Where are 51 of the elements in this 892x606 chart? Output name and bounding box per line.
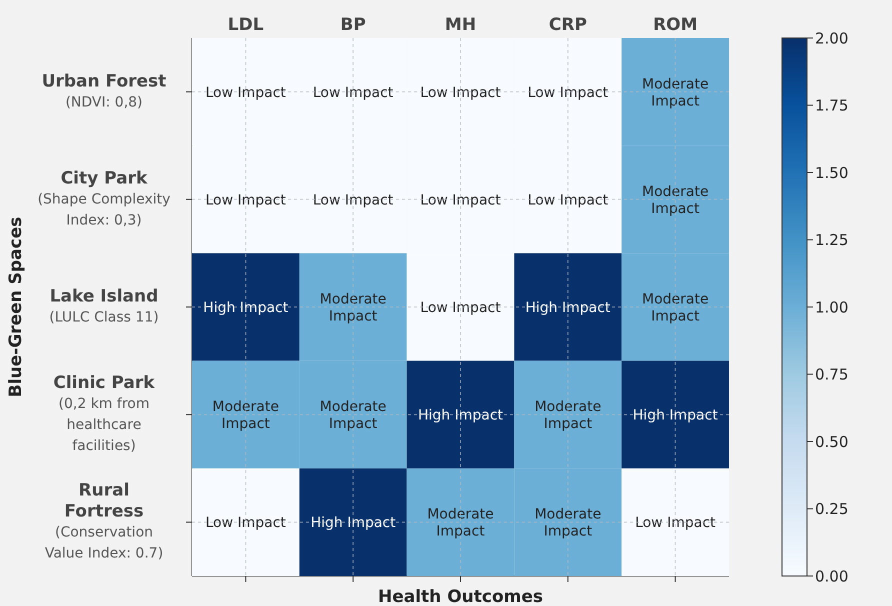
text: (LULC Class 11) bbox=[49, 310, 159, 326]
data-label: Low Impact bbox=[205, 84, 286, 101]
data-label: High Impact bbox=[203, 300, 289, 316]
data-label: Moderate Impact bbox=[534, 399, 602, 432]
data-label: Moderate Impact bbox=[642, 292, 709, 324]
y-axis-title: Blue-Green Spaces bbox=[6, 216, 26, 398]
data-label: Low Impact bbox=[420, 84, 502, 101]
color-bar-label: 1.00 bbox=[815, 298, 848, 316]
x-tick-label: CRP bbox=[548, 15, 587, 35]
color-bar-label: 1.50 bbox=[815, 164, 848, 182]
color-bar-label: 1.25 bbox=[815, 231, 848, 250]
color-bar-label: 0.00 bbox=[815, 567, 848, 586]
data-label: Moderate Impact bbox=[427, 506, 494, 540]
data-label: High Impact bbox=[525, 300, 611, 316]
data-label: Low Impact bbox=[205, 515, 286, 532]
text: (NDVI: 0,8) bbox=[65, 94, 143, 110]
data-label: Moderate Impact bbox=[212, 399, 279, 432]
data-label: Moderate Impact bbox=[534, 506, 602, 540]
data-label: Low Impact bbox=[420, 192, 502, 208]
text: (0,2 km from healthcare facilities) bbox=[58, 396, 150, 454]
y-tick-label: City Park bbox=[60, 168, 148, 188]
data-label: Low Impact bbox=[528, 192, 609, 208]
data-label: Low Impact bbox=[528, 84, 609, 101]
x-tick-label: BP bbox=[340, 15, 366, 35]
x-tick-label: LDL bbox=[228, 15, 264, 35]
y-tick-label: Rural Fortress bbox=[64, 480, 144, 522]
data-label: High Impact bbox=[418, 408, 504, 424]
data-label: Moderate Impact bbox=[642, 76, 709, 110]
x-axis-title: Health Outcomes bbox=[378, 587, 544, 606]
color-bar-label: 1.75 bbox=[815, 96, 848, 115]
x-tick-label: MH bbox=[444, 15, 476, 35]
data-label: Moderate Impact bbox=[320, 399, 386, 432]
x-tick-label: ROM bbox=[653, 15, 698, 35]
text: (Shape Complexity Index: 0,3) bbox=[38, 191, 170, 228]
text: (Conservation Value Index: 0.7) bbox=[44, 524, 164, 562]
data-label: Low Impact bbox=[312, 84, 394, 101]
data-label: Moderate Impact bbox=[320, 292, 386, 324]
color-bar-label: 0.50 bbox=[815, 432, 848, 451]
data-label: High Impact bbox=[310, 515, 396, 532]
data-label: Low Impact bbox=[420, 300, 502, 316]
color-bar-label: 0.75 bbox=[815, 366, 848, 384]
data-label: Low Impact bbox=[635, 515, 716, 532]
data-label: High Impact bbox=[632, 408, 718, 424]
data-label: Low Impact bbox=[205, 192, 286, 208]
color-bar-label: 2.00 bbox=[815, 29, 848, 48]
color-bar-label: 0.25 bbox=[815, 500, 848, 518]
y-tick-label: Clinic Park bbox=[53, 373, 156, 394]
y-tick-label: Lake Island bbox=[50, 286, 158, 306]
y-tick-label: Urban Forest bbox=[42, 71, 166, 92]
data-label: Low Impact bbox=[312, 192, 394, 208]
data-label: Moderate Impact bbox=[642, 184, 709, 217]
